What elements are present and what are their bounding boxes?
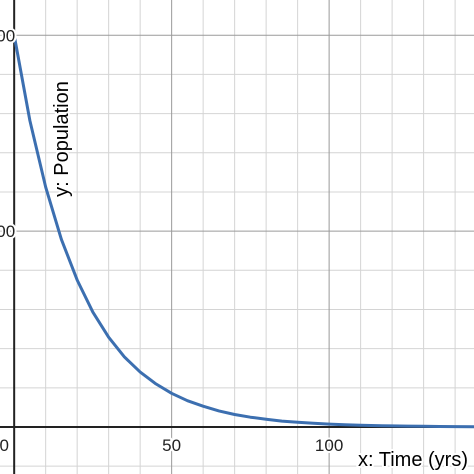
x-tick-label: 0 [0,436,9,455]
x-axis-label: x: Time (yrs) [358,449,468,471]
series-layer [12,33,474,429]
x-tick-label: 50 [162,436,181,455]
series-line-0 [12,33,474,429]
x-tick-label: 100 [315,436,343,455]
y-axis-label: y: Population [51,81,73,197]
y-tick-label: 5000 [0,222,15,241]
